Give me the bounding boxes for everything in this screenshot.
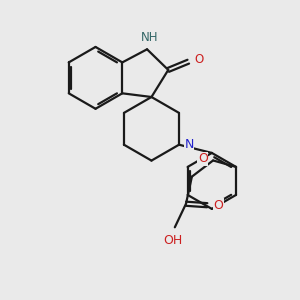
Text: OH: OH [164, 234, 183, 247]
Text: O: O [195, 53, 204, 66]
Text: N: N [184, 138, 194, 151]
Text: O: O [198, 152, 208, 166]
Text: O: O [214, 199, 224, 212]
Text: NH: NH [141, 31, 158, 44]
